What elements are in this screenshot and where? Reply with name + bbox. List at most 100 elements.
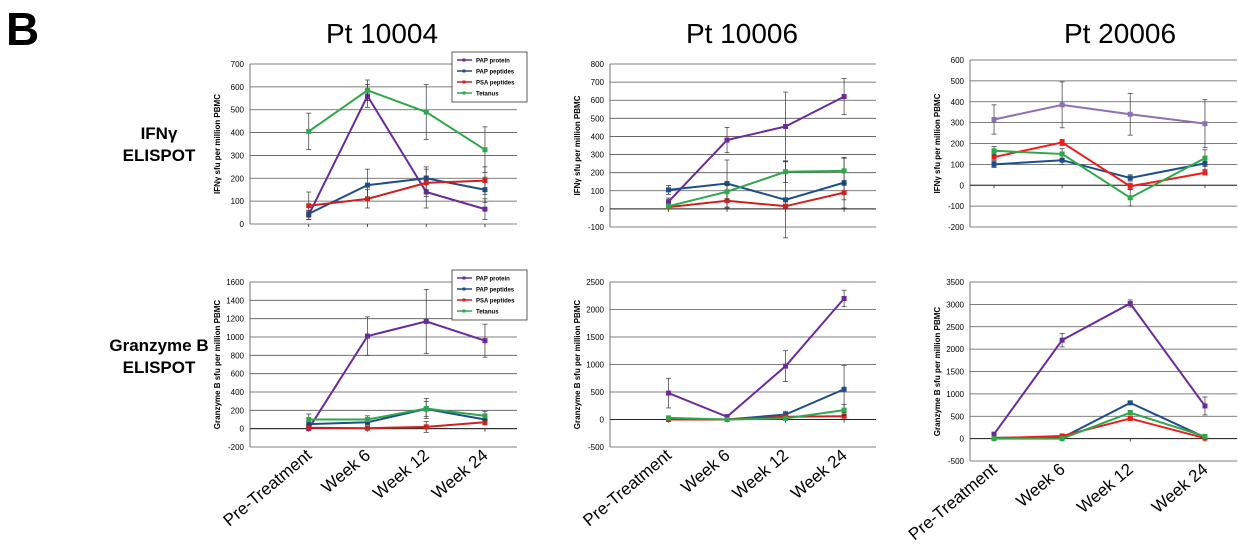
data-point-pap-peptides: [783, 412, 789, 418]
y-tick-label: 700: [591, 78, 605, 87]
y-tick-label: 0: [960, 181, 965, 190]
data-point-psa-peptides: [364, 196, 370, 202]
data-point-pap-peptides: [482, 417, 488, 422]
y-tick-label: 500: [231, 106, 245, 115]
legend-marker: [462, 80, 466, 84]
series-line-pap-peptides: [993, 159, 1206, 179]
legend-entry: PAP peptides: [476, 70, 515, 76]
y-tick-label: 400: [591, 132, 605, 141]
data-point-pap-protein: [724, 137, 730, 143]
data-point-pap-protein: [364, 93, 370, 99]
series-line-tetanus: [994, 411, 1206, 440]
series-line-pap-protein: [993, 302, 1206, 435]
data-point-pap-peptides: [1127, 400, 1133, 406]
series-line-tetanus: [308, 89, 486, 151]
data-point-psa-peptides: [482, 178, 488, 184]
y-tick-label: 200: [231, 406, 245, 415]
y-tick-label: 500: [591, 114, 605, 123]
data-point-psa-peptides: [991, 154, 997, 160]
data-point-tetanus: [783, 169, 789, 175]
x-tick-label: Week 12: [729, 446, 792, 503]
data-point-tetanus: [1202, 433, 1208, 439]
y-tick-label: -100: [588, 223, 605, 232]
y-tick-label: 2000: [946, 345, 964, 354]
series-line-psa-peptides: [993, 141, 1206, 188]
y-tick-label: -500: [588, 443, 605, 452]
data-point-pap-peptides: [1059, 435, 1065, 441]
series-line-pap-peptides: [668, 181, 845, 201]
series-line-pap-protein: [307, 93, 486, 216]
legend-entry: Tetanus: [476, 92, 499, 98]
data-point-pap-protein: [991, 116, 997, 122]
legend-entry: PAP peptides: [476, 288, 515, 294]
data-point-tetanus: [991, 148, 997, 154]
data-point-pap-protein: [1127, 111, 1133, 117]
data-point-pap-protein: [783, 123, 789, 129]
series-line-pap-protein: [307, 320, 486, 430]
data-point-pap-protein: [423, 189, 429, 195]
y-tick-label: 0: [240, 425, 245, 434]
data-point-psa-peptides: [841, 190, 847, 196]
data-point-psa-peptides: [423, 424, 429, 430]
row-label-ifn-line2: ELISPOT: [122, 146, 196, 165]
row-label-ifn-elispot: IFNγ ELISPOT: [84, 123, 234, 167]
data-point-pap-protein: [306, 212, 312, 218]
data-point-pap-protein: [482, 206, 488, 212]
column-title-pt-20006: Pt 20006: [1063, 18, 1177, 49]
data-point-pap-peptides: [666, 187, 672, 193]
y-tick-label: 0: [600, 416, 605, 425]
legend-marker: [462, 298, 466, 302]
y-tick-label: 1000: [946, 390, 964, 399]
y-tick-label: 1500: [586, 333, 604, 342]
data-point-tetanus: [1202, 155, 1208, 161]
series-line-pap-protein: [993, 103, 1206, 125]
legend-entry: PAP protein: [476, 59, 510, 65]
y-tick-label: 1000: [586, 361, 604, 370]
data-point-pap-protein: [724, 414, 730, 420]
legend-marker: [462, 276, 466, 280]
y-tick-label: 0: [600, 205, 605, 214]
data-point-psa-peptides: [306, 203, 312, 209]
y-tick-label: 200: [591, 169, 605, 178]
data-point-pap-protein: [1202, 403, 1208, 409]
data-point-pap-protein: [306, 426, 312, 432]
y-tick-label: 400: [231, 388, 245, 397]
y-tick-label: 1400: [226, 296, 244, 305]
series-line-psa-peptides: [308, 179, 485, 207]
x-tick-label: Week 6: [677, 446, 733, 497]
series-line-pap-peptides: [994, 401, 1206, 439]
legend-box: [451, 51, 528, 103]
data-point-tetanus: [482, 413, 488, 419]
data-point-pap-protein: [423, 318, 429, 324]
y-tick-label: -500: [948, 457, 965, 466]
legend-marker: [462, 287, 466, 291]
x-tick-label: Week 12: [1073, 460, 1136, 517]
x-tick-label: Week 24: [787, 446, 850, 503]
y-tick-label: 3000: [946, 300, 964, 309]
y-tick-label: 300: [591, 151, 605, 160]
y-tick-label: -200: [948, 223, 965, 232]
data-point-pap-protein: [991, 431, 997, 437]
y-tick-label: 1600: [226, 278, 244, 287]
y-tick-label: -200: [228, 443, 245, 452]
x-tick-label: Pre-Treatment: [579, 445, 675, 530]
data-point-pap-peptides: [306, 421, 312, 427]
data-point-pap-peptides: [724, 417, 730, 422]
data-point-tetanus: [991, 436, 997, 442]
y-tick-label: 2500: [586, 278, 604, 287]
data-point-pap-peptides: [841, 180, 847, 186]
data-point-psa-peptides: [991, 435, 997, 441]
data-point-tetanus: [306, 417, 312, 422]
data-point-psa-peptides: [482, 419, 488, 425]
data-point-tetanus: [1059, 436, 1065, 442]
data-point-psa-peptides: [841, 413, 847, 419]
legend-marker: [462, 58, 466, 62]
data-point-tetanus: [423, 406, 429, 411]
data-point-psa-peptides: [1059, 433, 1065, 439]
data-point-psa-peptides: [783, 414, 789, 420]
series-line-pap-peptides: [668, 388, 845, 421]
y-tick-label: 100: [951, 160, 965, 169]
data-point-pap-peptides: [783, 197, 789, 203]
